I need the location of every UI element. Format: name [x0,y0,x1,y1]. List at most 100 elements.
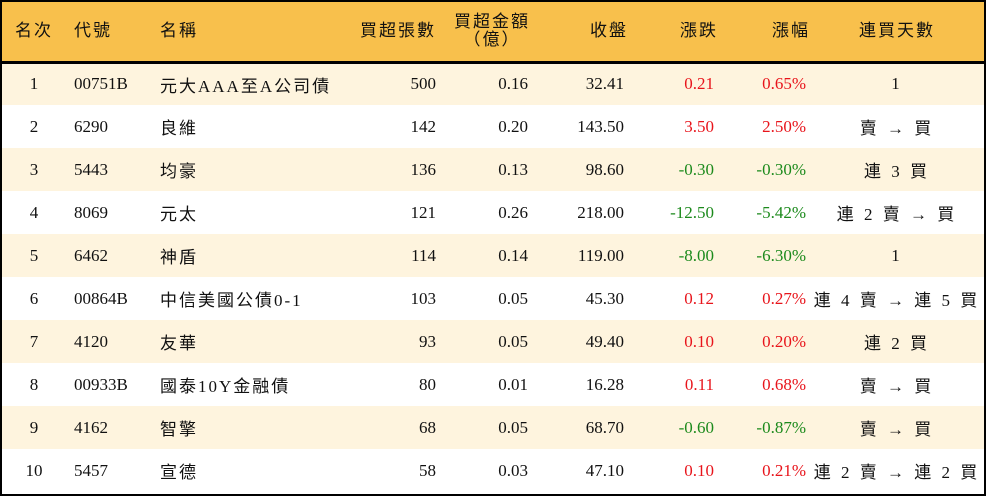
cell-buy-amount: 0.13 [498,159,528,179]
cell-consecutive-days: 連 4 賣 → 連 5 買 [813,291,981,310]
cell-buy-lots: 68 [419,417,436,437]
header-buy-lots: 買超張數 [300,2,436,64]
cell-change: 3.50 [684,116,714,136]
table-row[interactable]: 2 6290 良維 142 0.20 143.50 3.50 2.50% 賣 →… [2,105,984,148]
table-row[interactable]: 6 00864B 中信美國公債0-1 103 0.05 45.30 0.12 0… [2,277,984,320]
cell-consecutive-days: 連 3 買 [864,162,930,181]
cell-change: -8.00 [678,245,714,265]
cell-name: 良維 [160,119,198,138]
cell-buy-lots: 136 [410,159,437,179]
table-row[interactable]: 8 00933B 國泰10Y金融債 80 0.01 16.28 0.11 0.6… [2,363,984,406]
cell-buy-lots: 500 [410,74,437,94]
header-buy-amount-line1: 買超金額 [454,12,530,32]
cell-consecutive-days: 賣 → 買 [859,119,935,138]
cell-change-pct: -0.30% [756,159,806,179]
cell-code: 5443 [74,159,108,179]
cell-change-pct: 0.20% [762,331,806,351]
header-name: 名稱 [150,2,300,64]
header-rank: 名次 [2,2,66,64]
cell-rank: 6 [29,288,39,308]
cell-rank: 3 [29,159,39,179]
cell-buy-amount: 0.05 [498,331,528,351]
cell-code: 4120 [74,331,108,351]
cell-code: 00933B [74,374,128,394]
cell-consecutive-days: 1 [891,245,903,265]
cell-close: 32.41 [585,74,624,94]
cell-change-pct: -6.30% [756,245,806,265]
cell-close: 98.60 [585,159,624,179]
table-row[interactable]: 9 4162 智擎 68 0.05 68.70 -0.60 -0.87% 賣 →… [2,406,984,449]
cell-close: 16.28 [585,374,624,394]
cell-name: 神盾 [160,248,198,267]
cell-buy-lots: 93 [419,331,436,351]
cell-consecutive-days: 連 2 賣 → 買 [836,205,958,224]
cell-name: 智擎 [160,420,198,439]
cell-buy-amount: 0.01 [498,374,528,394]
header-code: 代號 [66,2,150,64]
cell-code: 4162 [74,417,108,437]
cell-change-pct: 0.27% [762,288,806,308]
table-row[interactable]: 4 8069 元太 121 0.26 218.00 -12.50 -5.42% … [2,191,984,234]
cell-rank: 2 [29,116,39,136]
cell-buy-amount: 0.05 [498,417,528,437]
cell-change-pct: 0.68% [762,374,806,394]
cell-code: 6290 [74,116,108,136]
cell-consecutive-days: 1 [891,74,903,94]
cell-consecutive-days: 連 2 買 [864,334,930,353]
cell-consecutive-days: 連 2 賣 → 連 2 買 [813,463,981,482]
cell-change: -0.60 [678,417,714,437]
cell-code: 00864B [74,288,128,308]
cell-name: 均豪 [160,162,198,181]
header-close: 收盤 [532,2,628,64]
header-consecutive-days: 連買天數 [810,2,984,64]
cell-buy-amount: 0.26 [498,202,528,222]
table-row[interactable]: 1 00751B 元大AAA至A公司債 500 0.16 32.41 0.21 … [2,62,984,105]
cell-rank: 9 [29,417,39,437]
cell-rank: 1 [29,74,39,94]
table-row[interactable]: 10 5457 宣德 58 0.03 47.10 0.10 0.21% 連 2 … [2,449,984,492]
cell-change: 0.11 [684,374,714,394]
cell-close: 143.50 [577,116,624,136]
cell-close: 68.70 [585,417,624,437]
cell-change: -0.30 [678,159,714,179]
cell-rank: 8 [29,374,39,394]
table-row[interactable]: 5 6462 神盾 114 0.14 119.00 -8.00 -6.30% 1 [2,234,984,277]
cell-rank: 10 [25,460,43,480]
cell-code: 00751B [74,74,128,94]
header-change-pct: 漲幅 [718,2,810,64]
cell-change-pct: -5.42% [756,202,806,222]
cell-name: 國泰10Y金融債 [160,377,291,396]
cell-close: 218.00 [577,202,624,222]
table-header-row: 名次 代號 名稱 買超張數 買超金額 （億） 收盤 漲跌 漲幅 連買天數 [2,2,984,64]
cell-change: 0.10 [684,460,714,480]
cell-buy-lots: 121 [410,202,437,222]
cell-rank: 7 [29,331,39,351]
cell-buy-lots: 142 [410,116,437,136]
cell-change-pct: -0.87% [756,417,806,437]
cell-close: 119.00 [577,245,624,265]
cell-name: 元太 [160,205,198,224]
cell-code: 8069 [74,202,108,222]
table-row[interactable]: 3 5443 均豪 136 0.13 98.60 -0.30 -0.30% 連 … [2,148,984,191]
cell-close: 47.10 [585,460,624,480]
header-change: 漲跌 [628,2,718,64]
cell-change: 0.10 [684,331,714,351]
table-row[interactable]: 7 4120 友華 93 0.05 49.40 0.10 0.20% 連 2 買 [2,320,984,363]
cell-close: 49.40 [585,331,624,351]
cell-buy-lots: 58 [419,460,436,480]
cell-name: 元大AAA至A公司債 [160,76,332,96]
cell-name: 友華 [160,334,198,353]
cell-consecutive-days: 賣 → 買 [859,377,935,396]
cell-name: 宣德 [160,463,198,482]
cell-buy-amount: 0.14 [498,245,528,265]
cell-change: -12.50 [670,202,714,222]
cell-close: 45.30 [585,288,624,308]
cell-change-pct: 2.50% [762,116,806,136]
cell-change-pct: 0.65% [762,74,806,94]
header-buy-amount-line2: （億） [463,30,521,50]
cell-change-pct: 0.21% [762,460,806,480]
cell-buy-amount: 0.16 [498,74,528,94]
table-body: 1 00751B 元大AAA至A公司債 500 0.16 32.41 0.21 … [2,62,984,492]
